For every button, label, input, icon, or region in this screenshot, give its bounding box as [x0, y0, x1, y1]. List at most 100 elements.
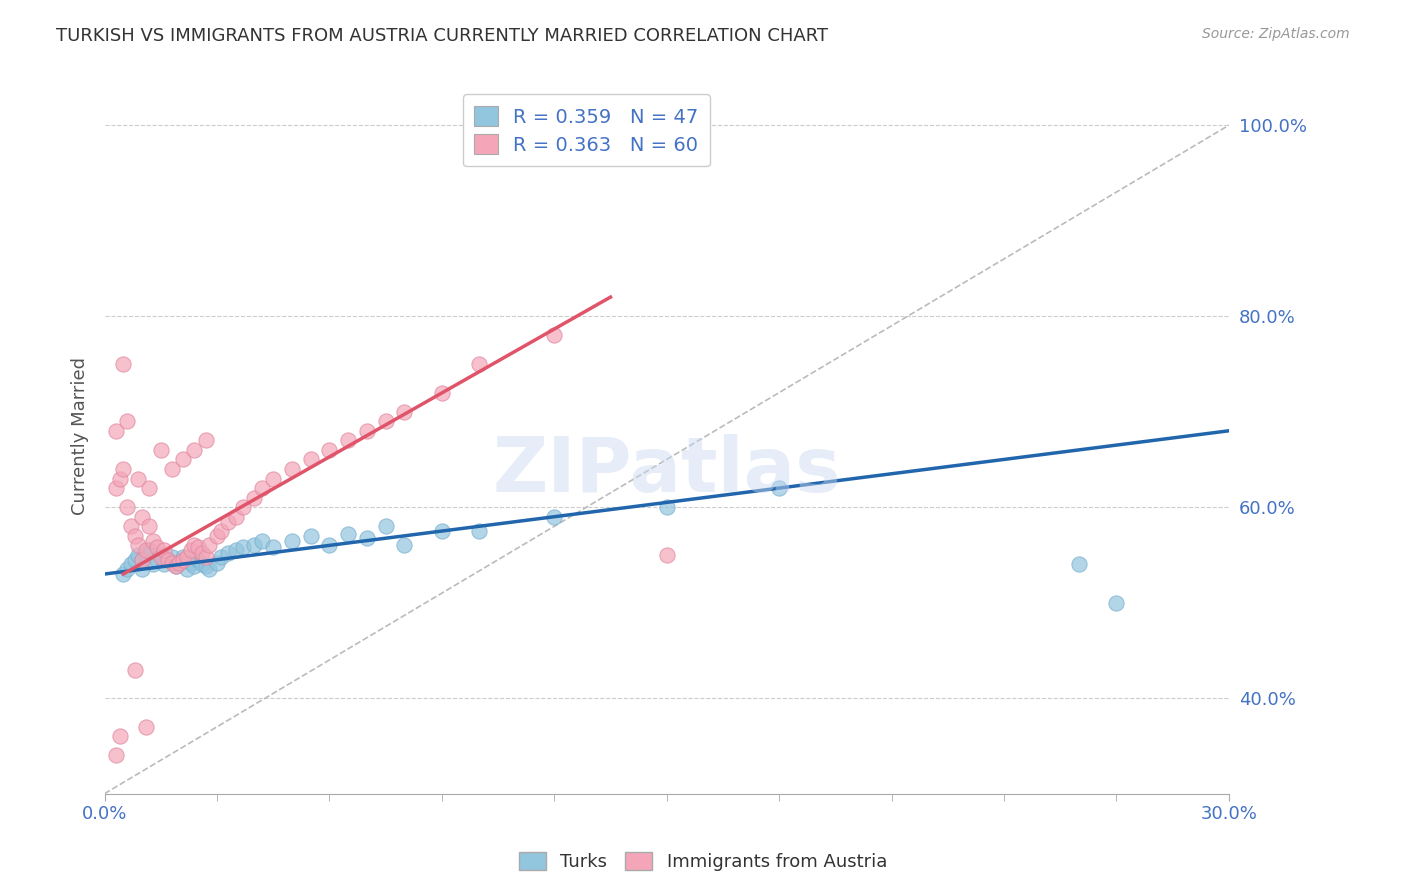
Point — [115, 414, 138, 428]
Point — [198, 538, 221, 552]
Point — [104, 748, 127, 763]
Point — [232, 500, 254, 515]
Point — [146, 552, 169, 566]
Point — [394, 405, 416, 419]
Point — [250, 533, 273, 548]
Point — [115, 562, 138, 576]
Point — [468, 524, 491, 538]
Point — [191, 558, 214, 572]
Point — [205, 556, 228, 570]
Point — [543, 509, 565, 524]
Point — [115, 500, 138, 515]
Point — [149, 548, 172, 562]
Point — [194, 549, 217, 564]
Point — [243, 491, 266, 505]
Point — [430, 524, 453, 538]
Point — [281, 462, 304, 476]
Point — [281, 533, 304, 548]
Point — [135, 543, 157, 558]
Point — [135, 720, 157, 734]
Point — [262, 471, 284, 485]
Point — [127, 548, 149, 562]
Point — [468, 357, 491, 371]
Point — [160, 556, 183, 570]
Point — [374, 414, 396, 428]
Point — [183, 538, 205, 552]
Point — [149, 549, 172, 564]
Point — [127, 538, 149, 552]
Point — [394, 538, 416, 552]
Text: TURKISH VS IMMIGRANTS FROM AUSTRIA CURRENTLY MARRIED CORRELATION CHART: TURKISH VS IMMIGRANTS FROM AUSTRIA CURRE… — [56, 27, 828, 45]
Point — [165, 559, 187, 574]
Point — [337, 434, 360, 448]
Point — [337, 527, 360, 541]
Point — [194, 434, 217, 448]
Point — [187, 552, 209, 566]
Point — [104, 424, 127, 438]
Point — [160, 549, 183, 564]
Point — [120, 558, 142, 572]
Point — [112, 357, 135, 371]
Point — [655, 548, 678, 562]
Point — [124, 552, 146, 566]
Point — [655, 500, 678, 515]
Point — [176, 549, 198, 564]
Point — [356, 531, 378, 545]
Point — [250, 481, 273, 495]
Point — [138, 481, 160, 495]
Point — [217, 546, 239, 560]
Point — [169, 556, 191, 570]
Point — [172, 549, 194, 564]
Point — [153, 558, 176, 572]
Point — [209, 524, 232, 538]
Point — [243, 538, 266, 552]
Point — [232, 541, 254, 555]
Point — [198, 562, 221, 576]
Point — [131, 552, 153, 566]
Point — [191, 546, 214, 560]
Point — [209, 549, 232, 564]
Point — [104, 481, 127, 495]
Point — [180, 543, 202, 558]
Point — [183, 559, 205, 574]
Point — [124, 529, 146, 543]
Point — [299, 529, 322, 543]
Legend: Turks, Immigrants from Austria: Turks, Immigrants from Austria — [512, 846, 894, 879]
Point — [194, 559, 217, 574]
Point — [374, 519, 396, 533]
Point — [1105, 596, 1128, 610]
Point — [768, 481, 790, 495]
Point — [225, 509, 247, 524]
Point — [172, 452, 194, 467]
Text: ZIPatlas: ZIPatlas — [492, 434, 841, 508]
Point — [318, 538, 340, 552]
Point — [146, 541, 169, 555]
Point — [149, 442, 172, 457]
Point — [187, 541, 209, 555]
Point — [183, 442, 205, 457]
Point — [108, 471, 131, 485]
Point — [120, 519, 142, 533]
Point — [160, 462, 183, 476]
Point — [131, 552, 153, 566]
Point — [318, 442, 340, 457]
Point — [356, 424, 378, 438]
Point — [157, 552, 180, 566]
Point — [142, 533, 165, 548]
Point — [169, 556, 191, 570]
Point — [176, 562, 198, 576]
Point — [112, 567, 135, 582]
Point — [131, 509, 153, 524]
Point — [157, 552, 180, 566]
Point — [138, 519, 160, 533]
Point — [131, 562, 153, 576]
Point — [205, 529, 228, 543]
Point — [180, 556, 202, 570]
Point — [127, 471, 149, 485]
Point — [108, 730, 131, 744]
Point — [430, 385, 453, 400]
Text: Source: ZipAtlas.com: Source: ZipAtlas.com — [1202, 27, 1350, 41]
Point — [262, 541, 284, 555]
Y-axis label: Currently Married: Currently Married — [72, 357, 89, 515]
Point — [124, 663, 146, 677]
